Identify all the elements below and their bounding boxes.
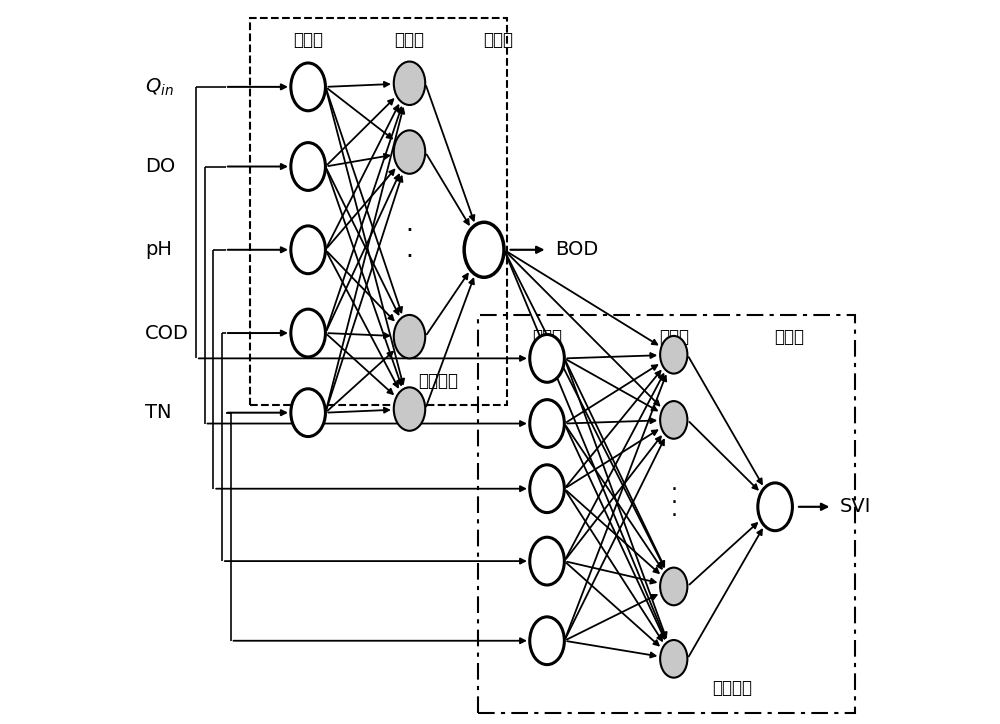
Ellipse shape [394, 315, 425, 358]
Ellipse shape [660, 401, 687, 439]
Bar [478, 315, 855, 713]
Text: ·: · [406, 245, 414, 269]
Text: 隐含层: 隐含层 [659, 328, 689, 346]
Ellipse shape [530, 537, 564, 585]
Text: ·: · [670, 480, 677, 500]
Ellipse shape [394, 387, 425, 431]
Text: ·: · [670, 493, 677, 513]
Ellipse shape [464, 222, 504, 277]
Text: 输出层: 输出层 [775, 328, 805, 346]
Text: pH: pH [145, 240, 172, 259]
Text: ·: · [406, 219, 414, 243]
Ellipse shape [530, 334, 564, 382]
Ellipse shape [660, 336, 687, 374]
Ellipse shape [530, 400, 564, 447]
Ellipse shape [660, 568, 687, 605]
Ellipse shape [530, 617, 564, 665]
Ellipse shape [291, 63, 325, 111]
Ellipse shape [291, 226, 325, 274]
Text: DO: DO [145, 157, 175, 176]
Text: 第一部分: 第一部分 [418, 371, 458, 390]
Text: COD: COD [145, 324, 189, 342]
Text: 第二部分: 第二部分 [712, 679, 752, 697]
Ellipse shape [394, 130, 425, 174]
Ellipse shape [660, 640, 687, 678]
Ellipse shape [394, 62, 425, 105]
Ellipse shape [291, 389, 325, 437]
Text: 隐含层: 隐含层 [394, 31, 424, 49]
Ellipse shape [758, 483, 792, 531]
Ellipse shape [291, 143, 325, 190]
Ellipse shape [291, 309, 325, 357]
Text: 输入层: 输入层 [532, 328, 562, 346]
Bar [250, 18, 507, 405]
Text: TN: TN [145, 403, 172, 422]
Text: 输入层: 输入层 [293, 31, 323, 49]
Text: ·: · [670, 506, 677, 526]
Text: SVI: SVI [839, 497, 871, 516]
Text: $Q_{in}$: $Q_{in}$ [145, 76, 174, 98]
Ellipse shape [530, 465, 564, 513]
Text: BOD: BOD [555, 240, 598, 259]
Text: 输出层: 输出层 [484, 31, 514, 49]
